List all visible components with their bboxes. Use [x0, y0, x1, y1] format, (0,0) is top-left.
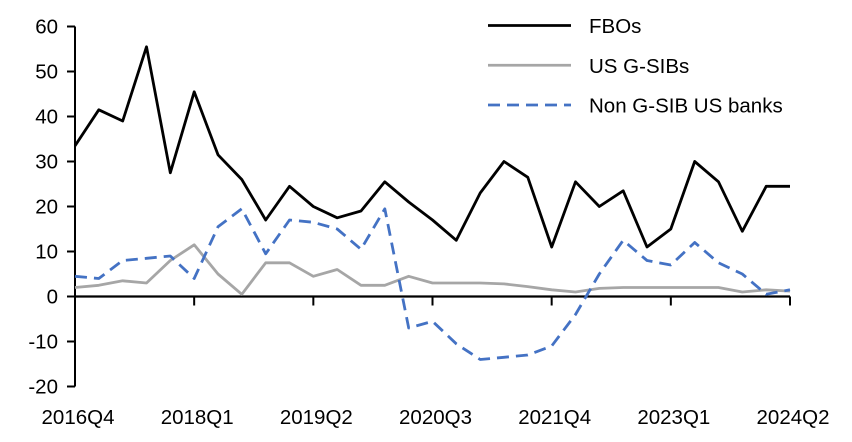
y-tick-label: 0 [47, 286, 58, 309]
x-tick-label: 2019Q2 [280, 406, 353, 429]
series-line-us-g-sibs [74, 243, 791, 296]
x-tick-label: 2021Q4 [518, 406, 591, 429]
y-tick-label: -20 [28, 376, 58, 399]
y-tick-label: 40 [35, 106, 58, 129]
x-tick-label: 2023Q1 [637, 406, 710, 429]
legend-label: US G-SIBs [589, 55, 689, 78]
y-tick-label: -10 [28, 331, 58, 354]
legend-label: Non G-SIB US banks [589, 95, 783, 118]
y-tick-label: 50 [35, 61, 58, 84]
legend-label: FBOs [589, 15, 641, 38]
x-tick-label: 2016Q4 [42, 406, 115, 429]
series-line-fbos [73, 45, 790, 249]
y-tick-label: 10 [35, 241, 58, 264]
x-tick-label: 2018Q1 [161, 406, 234, 429]
y-tick-label: 60 [35, 16, 58, 39]
x-tick-label: 2020Q3 [399, 406, 472, 429]
series-line-non-g-sib-us-banks [74, 207, 791, 361]
y-tick-label: 20 [35, 196, 58, 219]
x-tick-label: 2024Q2 [757, 406, 830, 429]
y-tick-label: 30 [35, 151, 58, 174]
